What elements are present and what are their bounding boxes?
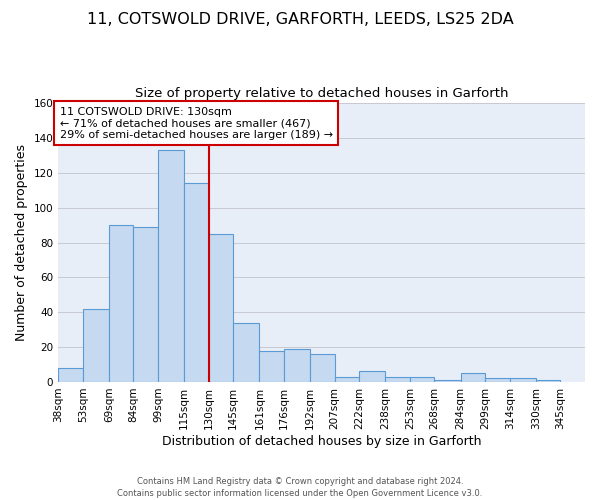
Y-axis label: Number of detached properties: Number of detached properties [15, 144, 28, 341]
Bar [434, 380, 461, 382]
Bar [184, 183, 209, 382]
Bar [259, 350, 284, 382]
Bar [385, 376, 410, 382]
Bar [233, 322, 259, 382]
Bar [83, 308, 109, 382]
Text: 11 COTSWOLD DRIVE: 130sqm
← 71% of detached houses are smaller (467)
29% of semi: 11 COTSWOLD DRIVE: 130sqm ← 71% of detac… [60, 106, 333, 140]
Text: Contains HM Land Registry data © Crown copyright and database right 2024.
Contai: Contains HM Land Registry data © Crown c… [118, 476, 482, 498]
Bar [485, 378, 510, 382]
Bar [310, 354, 335, 382]
Text: 11, COTSWOLD DRIVE, GARFORTH, LEEDS, LS25 2DA: 11, COTSWOLD DRIVE, GARFORTH, LEEDS, LS2… [86, 12, 514, 28]
Bar [536, 380, 560, 382]
Bar [284, 349, 310, 382]
Bar [133, 227, 158, 382]
Bar [359, 372, 385, 382]
Bar [109, 225, 133, 382]
X-axis label: Distribution of detached houses by size in Garforth: Distribution of detached houses by size … [162, 434, 481, 448]
Bar [335, 376, 359, 382]
Bar [209, 234, 233, 382]
Bar [158, 150, 184, 382]
Title: Size of property relative to detached houses in Garforth: Size of property relative to detached ho… [135, 88, 508, 101]
Bar [58, 368, 83, 382]
Bar [410, 376, 434, 382]
Bar [510, 378, 536, 382]
Bar [461, 373, 485, 382]
